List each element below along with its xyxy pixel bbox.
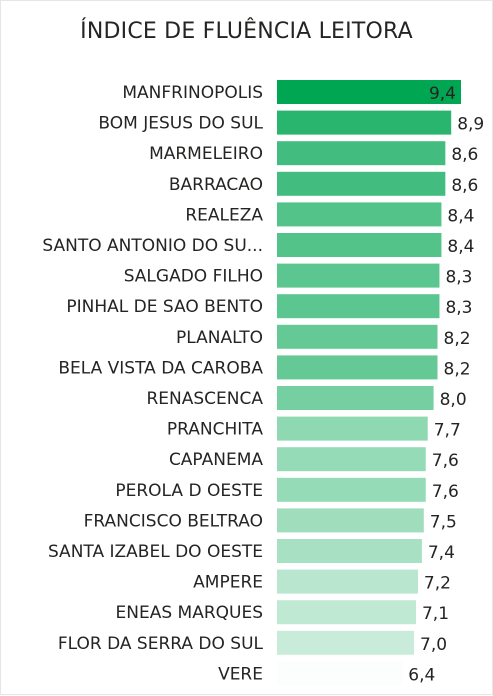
bar[interactable] — [277, 141, 446, 166]
category-label: MARMELEIRO — [149, 144, 263, 164]
data-label: 8,6 — [451, 145, 478, 165]
category-label: PEROLA D OESTE — [115, 481, 263, 501]
data-label: 8,0 — [440, 390, 467, 410]
bar[interactable] — [277, 171, 446, 196]
data-label: 7,6 — [432, 482, 459, 502]
category-label: FLOR DA SERRA DO SUL — [58, 634, 264, 654]
data-label: 8,3 — [445, 268, 472, 288]
data-label: 9,4 — [429, 84, 456, 104]
category-label: VERE — [218, 664, 263, 684]
category-label: CAPANEMA — [169, 450, 263, 470]
bar[interactable] — [277, 355, 438, 380]
data-label: 7,1 — [422, 604, 449, 624]
category-label: SANTA IZABEL DO OESTE — [48, 542, 263, 562]
category-label: ENEAS MARQUES — [116, 603, 264, 623]
category-label: PLANALTO — [176, 328, 263, 348]
chart-title: ÍNDICE DE FLUÊNCIA LEITORA — [80, 19, 413, 44]
data-label: 7,0 — [420, 635, 447, 655]
category-label: FRANCISCO BELTRAO — [84, 511, 263, 531]
data-label: 7,2 — [424, 574, 451, 594]
bar[interactable] — [277, 661, 403, 686]
data-label: 7,5 — [430, 512, 457, 532]
category-label: REALEZA — [185, 205, 263, 225]
category-label: SALGADO FILHO — [124, 267, 263, 287]
bar[interactable] — [277, 202, 442, 227]
bar[interactable] — [277, 600, 416, 625]
data-label: 7,6 — [432, 451, 459, 471]
data-label: 7,7 — [434, 421, 461, 441]
category-label: MANFRINOPOLIS — [122, 83, 263, 103]
category-label: BOM JESUS DO SUL — [98, 114, 263, 134]
bar[interactable] — [277, 630, 415, 655]
data-label: 8,2 — [444, 329, 471, 349]
data-label: 8,3 — [445, 298, 472, 318]
category-label: AMPERE — [193, 573, 263, 593]
data-label: 8,4 — [447, 237, 474, 257]
data-label: 8,6 — [451, 176, 478, 196]
bar[interactable] — [277, 416, 428, 441]
bar[interactable] — [277, 263, 440, 288]
bar[interactable] — [277, 508, 424, 533]
bar[interactable] — [277, 110, 452, 135]
bar[interactable] — [277, 80, 461, 104]
category-label: BELA VISTA DA CAROBA — [58, 358, 263, 378]
data-label: 8,4 — [447, 206, 474, 226]
bar[interactable] — [277, 233, 442, 257]
data-label: 7,4 — [428, 543, 455, 563]
data-label: 8,2 — [444, 359, 471, 379]
bar[interactable] — [277, 539, 422, 563]
category-label: PRANCHITA — [167, 420, 263, 440]
bar[interactable] — [277, 477, 426, 502]
data-label: 8,9 — [457, 115, 484, 135]
bar[interactable] — [277, 569, 418, 594]
bar[interactable] — [277, 386, 434, 410]
category-label: RENASCENCA — [146, 389, 263, 409]
bar[interactable] — [277, 294, 440, 319]
bar[interactable] — [277, 447, 426, 472]
bar[interactable] — [277, 324, 438, 349]
category-label: SANTO ANTONIO DO SU... — [42, 236, 263, 256]
category-label: PINHAL DE SAO BENTO — [66, 297, 263, 317]
category-label: BARRACAO — [169, 175, 263, 195]
data-label: 6,4 — [408, 665, 435, 685]
